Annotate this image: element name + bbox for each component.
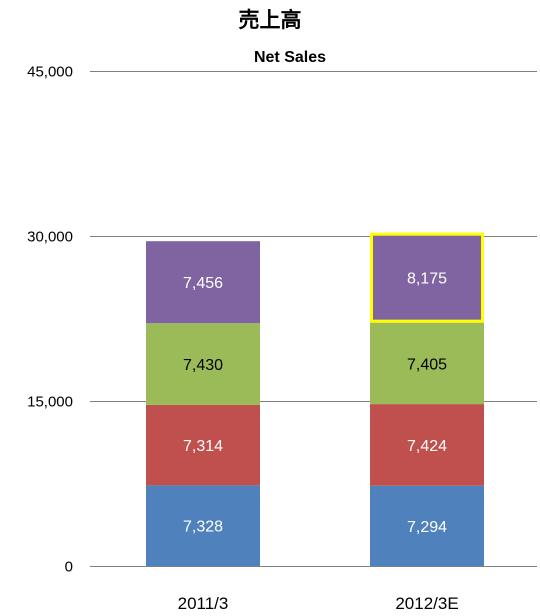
chart-title: 売上高: [239, 8, 302, 32]
data-labels: 7,328 7,314 7,430 7,456 7,294 7,424 7,405 8,175: [183, 271, 447, 536]
x-category-label: 2012/3E: [395, 594, 458, 613]
bar-segment: [370, 322, 484, 405]
stacked-bars: [146, 232, 484, 566]
y-tick-label: 15,000: [27, 394, 73, 411]
bar-segment: [370, 232, 484, 323]
chart-subtitle: Net Sales: [254, 49, 326, 66]
bar-segment: [146, 485, 260, 566]
data-label: 7,456: [183, 275, 223, 292]
bar-segment: [146, 241, 260, 324]
x-axis-category-labels: 2011/3 2012/3E: [178, 594, 459, 613]
bar-segment: [146, 323, 260, 405]
y-axis-tick-labels: 0 15,000 30,000 45,000: [27, 64, 73, 576]
x-category-label: 2011/3: [178, 594, 229, 613]
bar-segment: [370, 404, 484, 486]
data-label: 8,175: [407, 271, 447, 288]
y-tick-label: 0: [65, 559, 73, 576]
data-label: 7,405: [407, 356, 447, 373]
data-label: 7,430: [183, 357, 223, 374]
y-tick-label: 30,000: [27, 229, 73, 246]
data-label: 7,314: [183, 438, 223, 455]
y-tick-label: 45,000: [27, 64, 73, 81]
bar-segment: [146, 404, 260, 486]
data-label: 7,424: [407, 438, 447, 455]
data-label: 7,328: [183, 519, 223, 536]
data-label: 7,294: [407, 519, 447, 536]
bar-segment: [370, 485, 484, 566]
